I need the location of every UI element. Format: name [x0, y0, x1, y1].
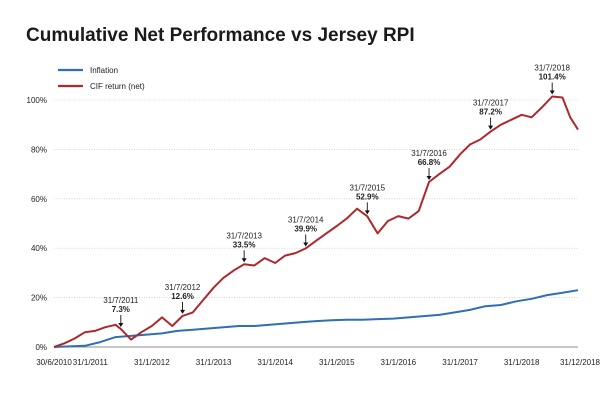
series-line-inflation	[53, 289, 579, 348]
x-tick-label: 31/1/2014	[257, 358, 293, 367]
annotation-arrowhead	[426, 176, 432, 181]
annotation-date: 31/7/2013	[226, 231, 262, 240]
chart-title: Cumulative Net Performance vs Jersey RPI	[26, 25, 415, 46]
x-axis-ticks: 30/6/2010 31/1/2011 31/1/2012 31/1/2013 31/1…	[36, 358, 600, 367]
series-line-cif-return-net	[53, 95, 579, 348]
x-tick-label: 31/12/2018	[560, 358, 601, 367]
legend-label-inflation: Inflation	[90, 66, 118, 75]
annotation-arrowhead	[303, 242, 309, 247]
annotation-date: 31/7/2014	[288, 215, 324, 224]
annotation-value: 52.9%	[356, 192, 379, 201]
x-tick-label: 31/1/2015	[319, 358, 355, 367]
annotation-value: 33.5%	[233, 240, 256, 249]
annotation-date: 31/7/2012	[165, 283, 201, 292]
x-tick-label: 31/1/2012	[134, 358, 170, 367]
annotation-arrowhead	[549, 90, 555, 95]
annotation-arrowhead	[241, 258, 247, 263]
legend-label-cif-return: CIF return (net)	[90, 82, 145, 91]
x-tick-label: 31/1/2018	[504, 358, 540, 367]
annotation-value: 101.4%	[539, 73, 566, 82]
legend: Inflation CIF return (net)	[58, 66, 145, 91]
annotation-date: 31/7/2016	[411, 149, 447, 158]
annotation-value: 7.3%	[112, 305, 130, 314]
annotation-date: 31/7/2015	[349, 183, 385, 192]
annotation-value: 12.6%	[171, 292, 194, 301]
series-lines	[53, 95, 579, 348]
x-tick-label: 30/6/2010	[36, 358, 72, 367]
x-tick-label: 31/1/2011	[73, 358, 109, 367]
y-tick-label: 100%	[27, 96, 47, 105]
annotation-date: 31/7/2018	[534, 64, 570, 73]
annotation-arrowhead	[488, 125, 494, 130]
y-tick-label: 40%	[31, 244, 47, 253]
y-tick-label: 80%	[31, 145, 47, 154]
y-tick-label: 60%	[31, 195, 47, 204]
x-tick-label: 31/1/2013	[196, 358, 232, 367]
annotation-date: 31/7/2017	[473, 99, 509, 108]
x-tick-label: 31/1/2017	[442, 358, 478, 367]
annotation-value: 66.8%	[418, 158, 441, 167]
annotation-value: 39.9%	[294, 224, 317, 233]
y-axis-ticks: 0% 20% 40% 60% 80% 100%	[27, 96, 47, 352]
y-tick-label: 20%	[31, 294, 47, 303]
x-tick-label: 31/1/2016	[381, 358, 417, 367]
annotation-arrowhead	[180, 309, 186, 314]
annotation-arrowhead	[118, 322, 124, 327]
annotation-date: 31/7/2011	[103, 296, 139, 305]
annotation-arrowhead	[364, 210, 370, 215]
y-tick-label: 0%	[35, 343, 47, 352]
gridlines	[54, 99, 578, 348]
annotation-value: 87.2%	[479, 108, 502, 117]
